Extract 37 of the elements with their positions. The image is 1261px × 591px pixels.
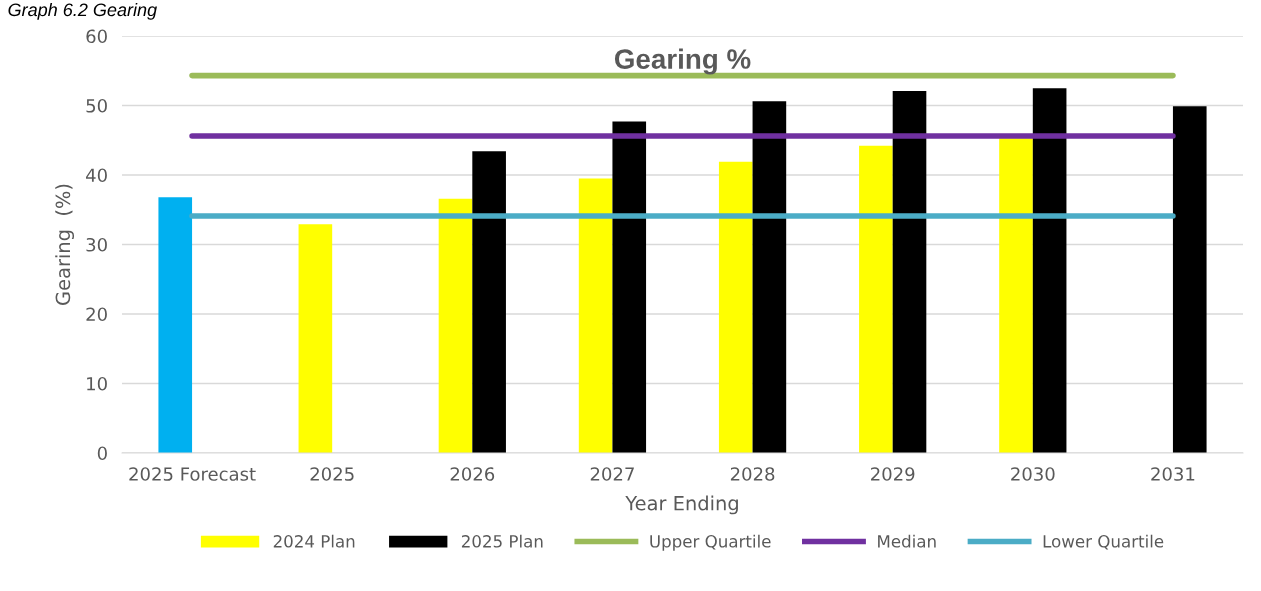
bar bbox=[612, 121, 647, 453]
y-tick-label: 30 bbox=[86, 237, 107, 252]
x-tick-label: 2031 bbox=[1151, 467, 1195, 481]
y-tick-label: 50 bbox=[86, 98, 107, 113]
x-tick-label: 2025 bbox=[310, 467, 354, 481]
bar bbox=[472, 151, 506, 453]
bar bbox=[999, 138, 1033, 453]
y-tick-label: 60 bbox=[86, 29, 107, 44]
bar bbox=[578, 178, 613, 453]
legend-label: Lower Quartile bbox=[1043, 534, 1164, 550]
chart-title: Gearing % bbox=[614, 48, 751, 75]
legend-label: Upper Quartile bbox=[650, 534, 771, 551]
x-tick-label: 2026 bbox=[450, 467, 495, 481]
x-tick-label: 2028 bbox=[730, 467, 775, 481]
x-tick-label: 2029 bbox=[871, 467, 915, 481]
y-tick-label: 20 bbox=[86, 307, 107, 322]
y-tick-label: 10 bbox=[87, 376, 107, 391]
x-tick-label: 2025 Forecast bbox=[129, 467, 256, 481]
y-tick-label: 40 bbox=[86, 168, 107, 183]
x-tick-label: 2027 bbox=[590, 467, 634, 481]
x-tick-label: 2030 bbox=[1011, 467, 1055, 481]
bar bbox=[438, 198, 473, 453]
bar bbox=[892, 90, 927, 453]
y-axis-title: Gearing (%) bbox=[55, 184, 75, 305]
bar bbox=[859, 145, 893, 453]
bar bbox=[1032, 88, 1067, 453]
bar bbox=[752, 101, 787, 453]
bar bbox=[298, 224, 333, 453]
bar bbox=[1172, 106, 1207, 453]
legend-label: Median bbox=[878, 534, 936, 548]
x-axis-title: Year Ending bbox=[625, 495, 738, 515]
y-tick-label: 0 bbox=[97, 446, 107, 461]
bar bbox=[718, 161, 753, 453]
caption: Graph 6.2 Gearing bbox=[8, 2, 157, 20]
bar bbox=[158, 197, 193, 453]
legend-label: 2024 Plan bbox=[273, 534, 355, 548]
legend-label: 2025 Plan bbox=[461, 534, 543, 548]
